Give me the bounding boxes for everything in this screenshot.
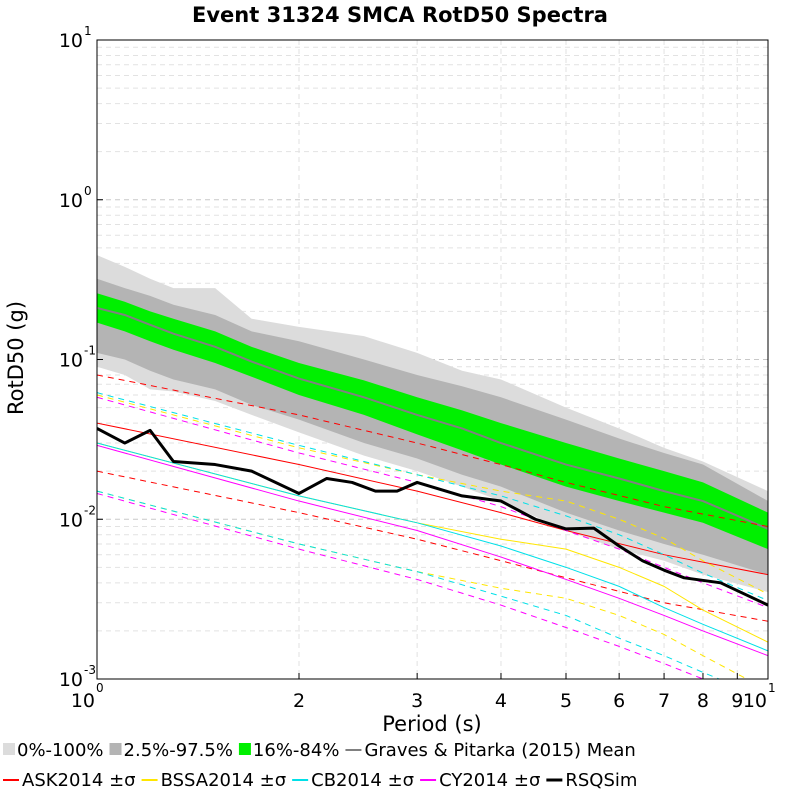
series-graves-pitarka-2015-mean (97, 307, 768, 530)
y-tick-exponent: 1 (84, 24, 92, 38)
legend-label-rsqsim: RSQSim (565, 770, 637, 791)
series-cb2014 (97, 442, 768, 652)
series-cb2014 (97, 392, 768, 601)
y-tick-label: 10 (59, 509, 83, 531)
x-tick-label: 10 (743, 690, 767, 712)
x-tick-label: 9 (731, 690, 743, 712)
legend-label-graves-pitarka-2015-mean: Graves & Pitarka (2015) Mean (364, 740, 635, 761)
legend-label-bssa2014: BSSA2014 ±σ (161, 770, 287, 791)
legend-swatch-0-100 (3, 743, 15, 755)
legend: 0%-100% 2.5%-97.5% 16%-84% Graves & Pitarka… (3, 740, 637, 791)
legend-label-cb2014: CB2014 ±σ (311, 770, 414, 791)
y-tick-label: 10 (59, 669, 83, 691)
series-ask2014 (97, 422, 768, 576)
y-tick-label: 10 (59, 190, 83, 212)
x-tick-label: 10 (71, 690, 95, 712)
x-tick-exponent: 1 (768, 681, 776, 695)
y-tick-exponent: -2 (84, 503, 96, 517)
legend-label-ask2014: ASK2014 ±σ (22, 770, 136, 791)
x-tick-label: 2 (293, 690, 305, 712)
band-16-84- (97, 293, 768, 550)
y-tick-exponent: -1 (84, 344, 96, 358)
series-rsqsim (97, 427, 768, 607)
series-cb2014 (97, 490, 721, 679)
x-tick-label: 6 (613, 690, 625, 712)
x-tick-label: 4 (495, 690, 507, 712)
legend-swatch-16-84 (238, 743, 251, 755)
series-lines (97, 307, 768, 679)
x-axis-label: Period (s) (382, 712, 481, 736)
x-tick-label: 5 (560, 690, 572, 712)
series-cy2014 (97, 492, 705, 679)
x-tick-exponent: 0 (96, 681, 104, 695)
bands (97, 255, 768, 593)
chart-title: Event 31324 SMCA RotD50 Spectra (192, 3, 608, 27)
legend-label-0-100: 0%-100% (17, 740, 104, 761)
y-axis-label: RotD50 (g) (4, 301, 28, 415)
y-tick-label: 10 (59, 350, 83, 372)
series-cy2014 (97, 444, 768, 657)
series-bssa2014 (97, 394, 768, 595)
x-tick-label: 3 (411, 690, 423, 712)
legend-label-16-84: 16%-84% (253, 740, 340, 761)
x-tick-label: 7 (658, 690, 670, 712)
y-tick-label: 10 (59, 30, 83, 52)
y-tick-exponent: 0 (84, 184, 92, 198)
legend-swatch-2-5-97-5 (109, 743, 122, 755)
legend-label-cy2014: CY2014 ±σ (439, 770, 540, 791)
x-tick-label: 8 (697, 690, 709, 712)
legend-label-2-5-97-5: 2.5%-97.5% (124, 740, 233, 761)
y-tick-exponent: -3 (84, 663, 96, 677)
